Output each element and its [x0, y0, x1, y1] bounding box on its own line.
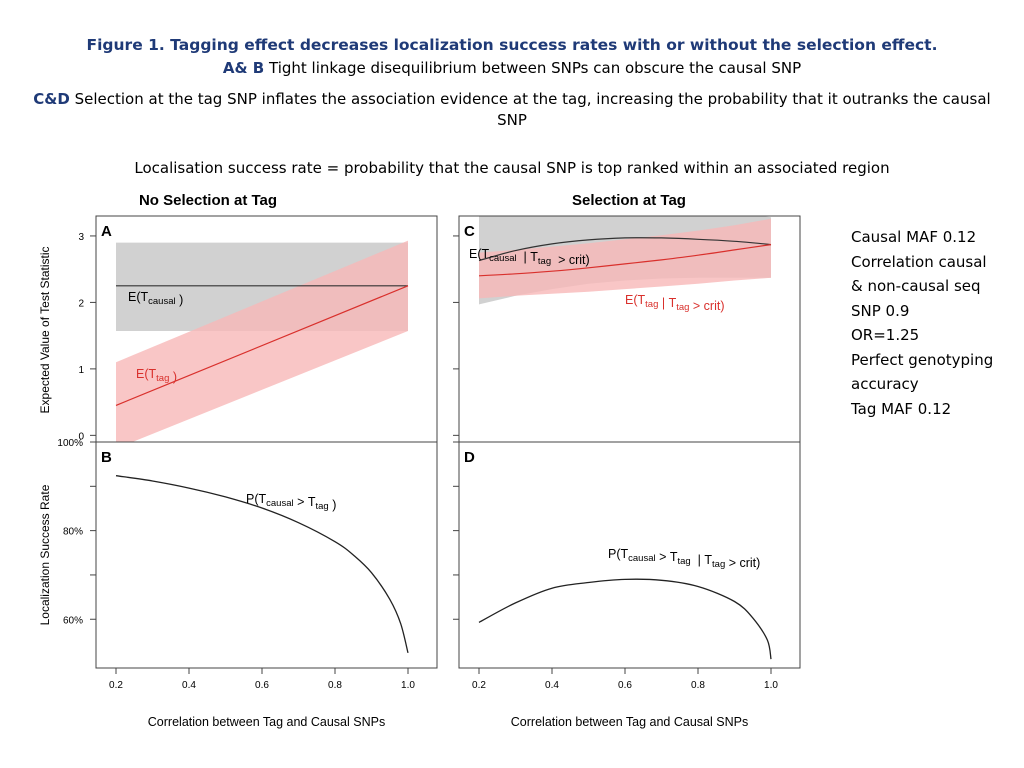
panel-d-plot [478, 578, 772, 660]
series-label-success: P(Tcausal > Ttag ) [246, 492, 336, 512]
x-tick-label: 0.4 [182, 680, 196, 691]
tag-line [478, 244, 772, 277]
series-label-tag: E(Ttag | Ttag > crit) [625, 293, 725, 313]
panel-frame [458, 441, 801, 669]
panel-letter-a: A [101, 223, 112, 240]
y-axis-label-bottom: Localization Success Rate [38, 484, 52, 625]
note-line: SNP 0.9 [851, 301, 910, 320]
x-tick-label: 0.8 [691, 680, 705, 691]
caption-definition: Localisation success rate = probability … [134, 159, 890, 177]
series-label-causal: E(Tcausal ) [128, 290, 183, 307]
success-rate-line [115, 475, 409, 654]
caption-cd-label: C&D [33, 90, 70, 108]
note-line: Perfect genotyping [851, 350, 994, 369]
y-tick-label: 1 [78, 365, 84, 376]
chart-layer: No Selection at Tag Selection at Tag E(Tca… [38, 192, 801, 729]
caption-ab-text: Tight linkage disequilibrium between SNP… [264, 59, 802, 77]
y-tick-label: 80% [63, 527, 83, 538]
tag-band [479, 218, 771, 299]
y-axis-label-top: Expected Value of Test Statistic [38, 247, 52, 414]
x-axis-label: Correlation between Tag and Causal SNPs [148, 715, 385, 729]
tag-line [115, 285, 409, 406]
panel-b-plot [115, 475, 409, 654]
y-tick-label: 100% [57, 438, 83, 449]
x-tick-label: 0.2 [109, 680, 123, 691]
x-tick-label: 0.6 [618, 680, 632, 691]
note-line: & non-causal seq [851, 277, 981, 295]
caption-ab: A& B Tight linkage disequilibrium betwee… [30, 59, 994, 77]
caption-ab-label: A& B [222, 59, 265, 77]
x-tick-label: 0.6 [255, 680, 269, 691]
x-tick-label: 0.4 [545, 680, 559, 691]
panel-letter-d: D [464, 449, 475, 466]
panel-c-plot [478, 216, 772, 305]
panel-frame [95, 441, 438, 669]
tag-band [116, 240, 408, 442]
note-line: Tag MAF 0.12 [851, 399, 952, 418]
parameter-notes: Causal MAF 0.12 Correlation causal & non… [851, 225, 1021, 421]
y-tick-label: 3 [78, 232, 84, 243]
x-axis-label: Correlation between Tag and Causal SNPs [511, 715, 748, 729]
series-label-causal: E(Tcausal | Ttag > crit) [469, 247, 590, 267]
note-line: Correlation causal [851, 252, 987, 271]
y-tick-label: 0 [78, 431, 84, 442]
x-tick-label: 1.0 [764, 680, 778, 691]
series-label-tag: E(Ttag ) [136, 367, 177, 384]
y-tick-label: 60% [63, 615, 83, 626]
y-tick-label: 2 [78, 298, 84, 309]
caption-cd-text: Selection at the tag SNP inflates the as… [69, 90, 991, 129]
panel-letter-c: C [464, 223, 475, 240]
column-title-no-selection: No Selection at Tag [139, 192, 277, 209]
x-tick-label: 0.2 [472, 680, 486, 691]
column-title-selection: Selection at Tag [572, 192, 686, 209]
note-line: OR=1.25 [851, 326, 920, 344]
caption-cd: C&D Selection at the tag SNP inflates th… [30, 89, 994, 131]
note-line: Causal MAF 0.12 [851, 228, 977, 246]
note-line: accuracy [851, 375, 919, 393]
series-label-success: P(Tcausal > Ttag | Ttag > crit) [608, 547, 760, 570]
success-rate-line [478, 578, 772, 660]
panel-a-plot [115, 240, 409, 442]
panel-letter-b: B [101, 449, 112, 466]
figure-title: Figure 1. Tagging effect decreases local… [86, 36, 938, 54]
x-tick-label: 0.8 [328, 680, 342, 691]
causal-line [478, 237, 772, 262]
x-tick-label: 1.0 [401, 680, 415, 691]
